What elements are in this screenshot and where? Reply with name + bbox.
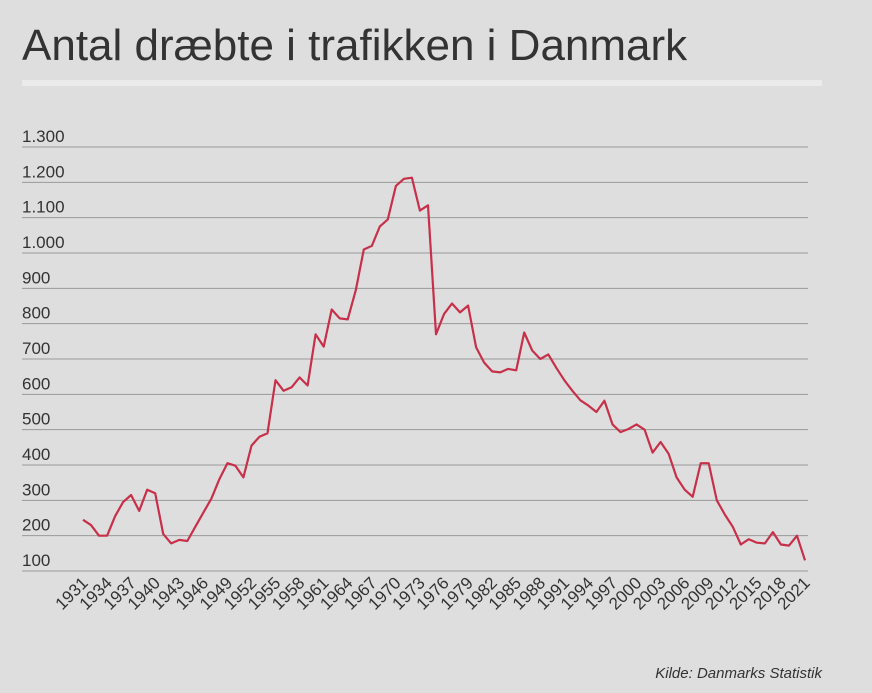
y-tick-label: 800 <box>22 304 50 323</box>
y-tick-label: 300 <box>22 480 50 499</box>
y-tick-label: 500 <box>22 410 50 429</box>
y-tick-label: 100 <box>22 551 50 570</box>
data-line <box>82 176 807 561</box>
y-tick-label: 200 <box>22 516 50 535</box>
y-tick-label: 1.300 <box>22 127 65 146</box>
y-tick-label: 1.100 <box>22 198 65 217</box>
y-tick-label: 1.200 <box>22 162 65 181</box>
y-tick-label: 1.000 <box>22 233 65 252</box>
chart-title: Antal dræbte i trafikken i Danmark <box>22 21 688 70</box>
title-rule <box>22 80 822 86</box>
source: Kilde: Danmarks Statistik <box>655 665 823 682</box>
y-tick-label: 700 <box>22 339 50 358</box>
y-tick-label: 400 <box>22 445 50 464</box>
y-tick-label: 600 <box>22 374 50 393</box>
y-tick-label: 900 <box>22 268 50 287</box>
